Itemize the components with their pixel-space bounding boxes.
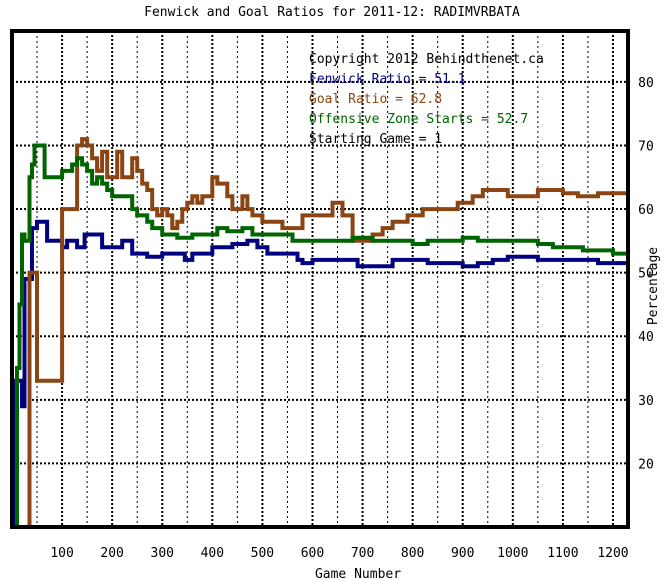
legend-entry: Starting Game = 1 <box>309 132 442 147</box>
legend-entry: Offensive Zone Starts = 52.7 <box>309 112 528 127</box>
x-tick-label: 1100 <box>547 546 578 561</box>
y-tick-label: 80 <box>638 76 654 91</box>
series-line-goal-ratio <box>24 137 628 527</box>
plot-frame <box>10 29 630 529</box>
x-tick-label: 800 <box>401 546 424 561</box>
legend-entry: Goal Ratio = 62.8 <box>309 92 442 107</box>
y-tick-label: 60 <box>638 203 654 218</box>
x-tick-labels: 100 200 300 400 500 600 700 800 900 1000 1100 1200 <box>50 546 628 561</box>
x-tick-label: 900 <box>451 546 474 561</box>
y-tick-labels: 20 30 40 50 60 70 80 <box>638 76 654 473</box>
series-line-fenwick-ratio <box>12 219 628 527</box>
series-group <box>12 137 628 527</box>
x-tick-label: 1200 <box>597 546 628 561</box>
chart-title: Fenwick and Goal Ratios for 2011-12: RAD… <box>144 5 520 20</box>
y-tick-label: 40 <box>638 330 654 345</box>
y-tick-label: 50 <box>638 267 654 282</box>
legend-entry: Copyright 2012 Behindthenet.ca <box>309 52 544 67</box>
x-tick-label: 700 <box>351 546 374 561</box>
x-tick-label: 500 <box>251 546 274 561</box>
x-tick-label: 300 <box>151 546 174 561</box>
y-axis-label: Percentage <box>646 247 661 325</box>
x-tick-label: 400 <box>201 546 224 561</box>
legend-entry: Fenwick Ratio = 51.1 <box>309 72 466 87</box>
x-tick-label: 600 <box>301 546 324 561</box>
series-line-offensive-zone-starts <box>12 143 628 527</box>
x-tick-label: 1000 <box>497 546 528 561</box>
y-tick-label: 20 <box>638 457 654 472</box>
y-tick-label: 30 <box>638 394 654 409</box>
y-tick-label: 70 <box>638 139 654 154</box>
x-axis-label: Game Number <box>315 567 401 580</box>
x-tick-label: 200 <box>100 546 123 561</box>
legend-annotations: Copyright 2012 Behindthenet.ca Fenwick Ra… <box>309 52 544 147</box>
x-tick-label: 100 <box>50 546 73 561</box>
grid <box>12 31 628 527</box>
